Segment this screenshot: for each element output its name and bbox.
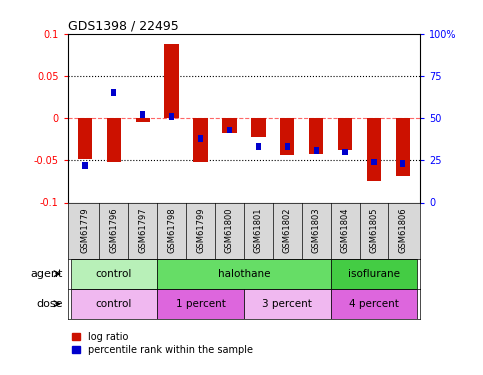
Bar bbox=[331, 289, 417, 319]
Bar bbox=[244, 289, 331, 319]
Text: isoflurane: isoflurane bbox=[348, 269, 400, 279]
Text: dose: dose bbox=[36, 299, 63, 309]
Bar bbox=[164, 44, 179, 118]
Text: GSM61803: GSM61803 bbox=[312, 208, 321, 254]
Text: 3 percent: 3 percent bbox=[262, 299, 312, 309]
Bar bbox=[313, 147, 319, 154]
Bar bbox=[198, 135, 203, 142]
Text: control: control bbox=[96, 269, 132, 279]
Text: GSM61800: GSM61800 bbox=[225, 208, 234, 254]
Bar bbox=[400, 160, 405, 167]
Text: 1 percent: 1 percent bbox=[176, 299, 226, 309]
Bar bbox=[251, 118, 266, 137]
Text: GSM61797: GSM61797 bbox=[138, 208, 147, 254]
Text: GSM61796: GSM61796 bbox=[109, 208, 118, 254]
Bar bbox=[136, 118, 150, 122]
Bar bbox=[71, 259, 157, 289]
Bar bbox=[157, 259, 331, 289]
Bar bbox=[169, 113, 174, 120]
Text: control: control bbox=[96, 299, 132, 309]
Text: GSM61805: GSM61805 bbox=[369, 208, 379, 254]
Bar bbox=[227, 127, 232, 134]
Text: GSM61779: GSM61779 bbox=[81, 208, 89, 254]
Bar bbox=[193, 118, 208, 162]
Bar bbox=[338, 118, 352, 150]
Bar bbox=[367, 118, 381, 182]
Bar bbox=[371, 159, 377, 165]
Bar bbox=[396, 118, 410, 176]
Bar bbox=[78, 118, 92, 159]
Bar bbox=[107, 118, 121, 162]
Bar bbox=[140, 111, 145, 118]
Bar bbox=[71, 289, 157, 319]
Text: halothane: halothane bbox=[218, 269, 270, 279]
Text: GSM61802: GSM61802 bbox=[283, 208, 292, 254]
Bar bbox=[157, 289, 244, 319]
Text: 4 percent: 4 percent bbox=[349, 299, 399, 309]
Legend: log ratio, percentile rank within the sample: log ratio, percentile rank within the sa… bbox=[72, 332, 253, 355]
Bar bbox=[331, 259, 417, 289]
Text: GSM61804: GSM61804 bbox=[341, 208, 350, 254]
Bar bbox=[222, 118, 237, 134]
Text: agent: agent bbox=[30, 269, 63, 279]
Bar bbox=[256, 144, 261, 150]
Bar bbox=[284, 144, 290, 150]
Bar bbox=[111, 90, 116, 96]
Bar bbox=[280, 118, 295, 155]
Text: GSM61801: GSM61801 bbox=[254, 208, 263, 254]
Text: GDS1398 / 22495: GDS1398 / 22495 bbox=[68, 20, 178, 33]
Text: GSM61806: GSM61806 bbox=[398, 208, 407, 254]
Text: GSM61799: GSM61799 bbox=[196, 208, 205, 254]
Text: GSM61798: GSM61798 bbox=[167, 208, 176, 254]
Bar bbox=[309, 118, 324, 154]
Bar bbox=[342, 148, 348, 155]
Bar bbox=[83, 162, 87, 169]
